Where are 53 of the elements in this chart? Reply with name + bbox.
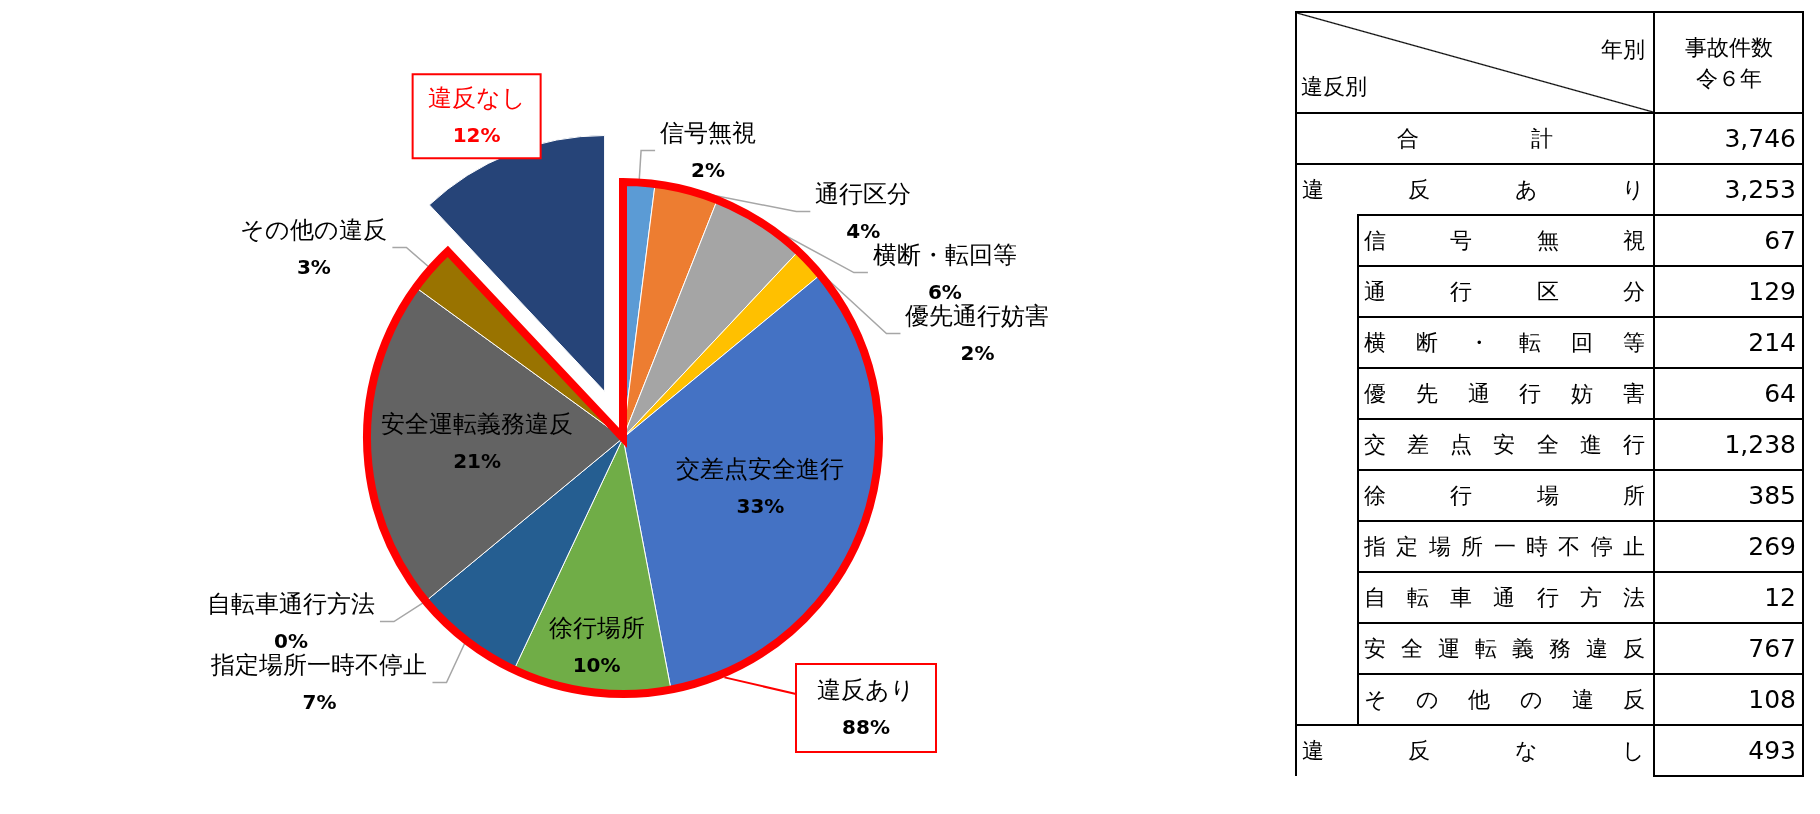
text: 129 <box>1748 277 1796 306</box>
data-label: 21% <box>453 449 502 474</box>
text: 違反別 <box>1301 74 1367 99</box>
category-label: 優先通行妨害 <box>1358 368 1654 419</box>
category-label: 安全運転義務違反 <box>1358 623 1654 674</box>
text: 12 <box>1764 583 1796 612</box>
category-label: その他の違反 <box>1358 674 1654 725</box>
text: 67 <box>1764 226 1796 255</box>
slice-label: 交差点安全進行 <box>676 454 845 483</box>
text: 3,746 <box>1724 124 1796 153</box>
text: 1,238 <box>1724 430 1796 459</box>
data-label: 33% <box>736 493 785 518</box>
text: 64 <box>1764 379 1796 408</box>
category-label: 違反なし <box>1296 725 1654 776</box>
text: 108 <box>1748 685 1796 714</box>
text: 年別 <box>1601 37 1645 62</box>
category-label: 徐行場所 <box>1358 470 1654 521</box>
category-label: 信号無視 <box>1358 215 1654 266</box>
slice-label: 通行区分 <box>815 179 912 208</box>
category-label: 通行区分 <box>1358 266 1654 317</box>
data-label: 4% <box>846 218 881 243</box>
text: 3,253 <box>1724 175 1796 204</box>
data-label: 3% <box>296 254 331 279</box>
slice-label: 横断・転回等 <box>872 240 1017 269</box>
text: 767 <box>1748 634 1796 663</box>
legend-label: 自転車通行方法 <box>206 589 375 618</box>
data-label: 7% <box>302 689 337 714</box>
slice-label: 安全運転義務違反 <box>381 410 574 439</box>
text: 269 <box>1748 532 1796 561</box>
text: 493 <box>1748 736 1796 765</box>
slice-label: 優先通行妨害 <box>905 301 1050 330</box>
text: 214 <box>1748 328 1796 357</box>
category-label: 自転車通行方法 <box>1358 572 1654 623</box>
slice-label: 徐行場所 <box>548 614 645 643</box>
text: 385 <box>1748 481 1796 510</box>
category-label: 指定場所一時不停止 <box>1358 521 1654 572</box>
text: 令６年 <box>1694 64 1763 93</box>
data-label: 2% <box>960 340 995 365</box>
slice-label: 指定場所一時不停止 <box>210 650 428 679</box>
data-label: 6% <box>927 279 962 304</box>
category-label: 交差点安全進行 <box>1358 419 1654 470</box>
slice-label: 違反なし <box>427 84 526 113</box>
slice-label: その他の違反 <box>240 215 388 244</box>
category-label: 違反あり <box>1296 164 1654 215</box>
category-label: 横断・転回等 <box>1358 317 1654 368</box>
data-label: 12% <box>452 123 501 148</box>
text: 0% <box>273 628 308 653</box>
text: 事故件数 <box>1683 33 1774 62</box>
text: 違反あり 88% <box>817 676 915 739</box>
category-label: 合計 <box>1296 113 1654 164</box>
data-label: 2% <box>691 157 726 182</box>
slice-label: 信号無視 <box>660 118 757 147</box>
data-label: 10% <box>572 653 621 678</box>
